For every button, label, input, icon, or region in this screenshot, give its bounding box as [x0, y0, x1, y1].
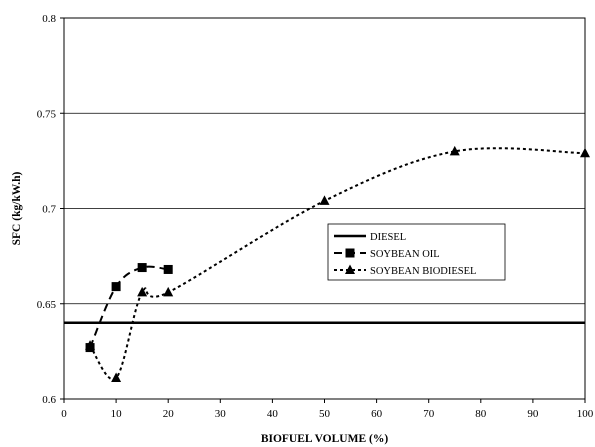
y-tick-label: 0.65 [37, 299, 57, 311]
legend-entry-diesel: DIESEL [334, 232, 406, 243]
legend-label: SOYBEAN BIODIESEL [370, 266, 476, 277]
legend-marker [345, 264, 355, 274]
data-point-soybean-biodiesel [85, 340, 96, 350]
data-point-soybean-biodiesel [580, 147, 590, 158]
series-line-soybean-oil [89, 265, 169, 348]
series-soybean-biodiesel [85, 145, 590, 383]
x-tick-label: 70 [423, 408, 435, 420]
x-tick-label: 100 [577, 408, 594, 420]
y-tick-labels: 0.6 0.65 0.7 0.75 0.8 [37, 13, 57, 406]
legend-entry-soybean-biodiesel: SOYBEAN BIODIESEL [334, 264, 476, 277]
legend-entry-soybean-oil: SOYBEAN OIL [334, 248, 440, 260]
x-tick-label: 0 [61, 408, 67, 420]
legend-box [327, 223, 506, 281]
legend: DIESEL SOYBEAN OIL SOYBEAN BIODIESEL [327, 223, 506, 281]
y-tick-label: 0.6 [42, 394, 56, 406]
grid-lines [64, 112, 585, 305]
series-line-soybean-biodiesel [89, 147, 586, 381]
data-point-soybean-biodiesel [449, 145, 460, 156]
y-tick-label: 0.7 [42, 204, 56, 216]
x-tick-label: 20 [163, 408, 175, 420]
x-tick-label: 10 [111, 408, 123, 420]
y-tick-label: 0.8 [42, 13, 56, 25]
x-tick-label: 40 [267, 408, 279, 420]
axis-ticks [60, 17, 586, 403]
data-point-soybean-biodiesel [163, 286, 174, 297]
y-axis-title: SFC (kg/kW.h) [11, 171, 23, 245]
data-point-soybean-biodiesel [137, 286, 148, 297]
legend-marker [345, 248, 355, 258]
x-axis-title: BIOFUEL VOLUME (%) [261, 433, 389, 445]
legend-label: DIESEL [370, 232, 406, 243]
x-tick-label: 90 [527, 408, 539, 420]
data-point-soybean-biodiesel [319, 195, 330, 205]
x-tick-label: 30 [215, 408, 227, 420]
data-point-soybean-oil [111, 282, 121, 292]
data-point-soybean-biodiesel [111, 372, 122, 383]
y-tick-label: 0.75 [37, 108, 57, 120]
data-point-soybean-oil [163, 264, 173, 274]
x-tick-label: 50 [319, 408, 331, 420]
legend-label: SOYBEAN OIL [370, 249, 440, 260]
data-point-soybean-oil [137, 263, 147, 273]
x-tick-labels: 0 10 20 30 40 50 60 70 80 90 100 [61, 408, 594, 420]
x-tick-label: 60 [371, 408, 383, 420]
series-layer [64, 145, 590, 383]
x-tick-label: 80 [475, 408, 487, 420]
